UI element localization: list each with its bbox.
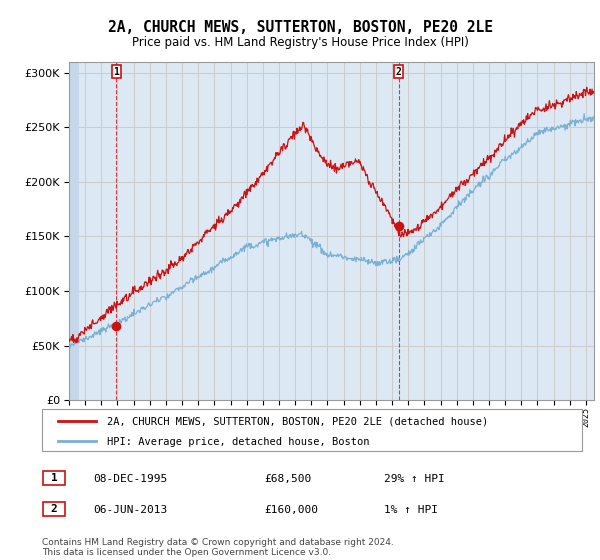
- Text: 06-JUN-2013: 06-JUN-2013: [93, 505, 167, 515]
- Text: 2: 2: [396, 67, 402, 77]
- Text: 2A, CHURCH MEWS, SUTTERTON, BOSTON, PE20 2LE (detached house): 2A, CHURCH MEWS, SUTTERTON, BOSTON, PE20…: [107, 417, 488, 426]
- Text: 29% ↑ HPI: 29% ↑ HPI: [384, 474, 445, 484]
- Text: HPI: Average price, detached house, Boston: HPI: Average price, detached house, Bost…: [107, 437, 370, 446]
- Text: 2: 2: [50, 504, 58, 514]
- Text: 2A, CHURCH MEWS, SUTTERTON, BOSTON, PE20 2LE: 2A, CHURCH MEWS, SUTTERTON, BOSTON, PE20…: [107, 20, 493, 35]
- Text: £68,500: £68,500: [264, 474, 311, 484]
- Text: 1: 1: [50, 473, 58, 483]
- Text: Price paid vs. HM Land Registry's House Price Index (HPI): Price paid vs. HM Land Registry's House …: [131, 36, 469, 49]
- Text: 1: 1: [113, 67, 119, 77]
- Text: Contains HM Land Registry data © Crown copyright and database right 2024.
This d: Contains HM Land Registry data © Crown c…: [42, 538, 394, 557]
- Text: £160,000: £160,000: [264, 505, 318, 515]
- Text: 1% ↑ HPI: 1% ↑ HPI: [384, 505, 438, 515]
- Bar: [69, 62, 79, 400]
- Text: 08-DEC-1995: 08-DEC-1995: [93, 474, 167, 484]
